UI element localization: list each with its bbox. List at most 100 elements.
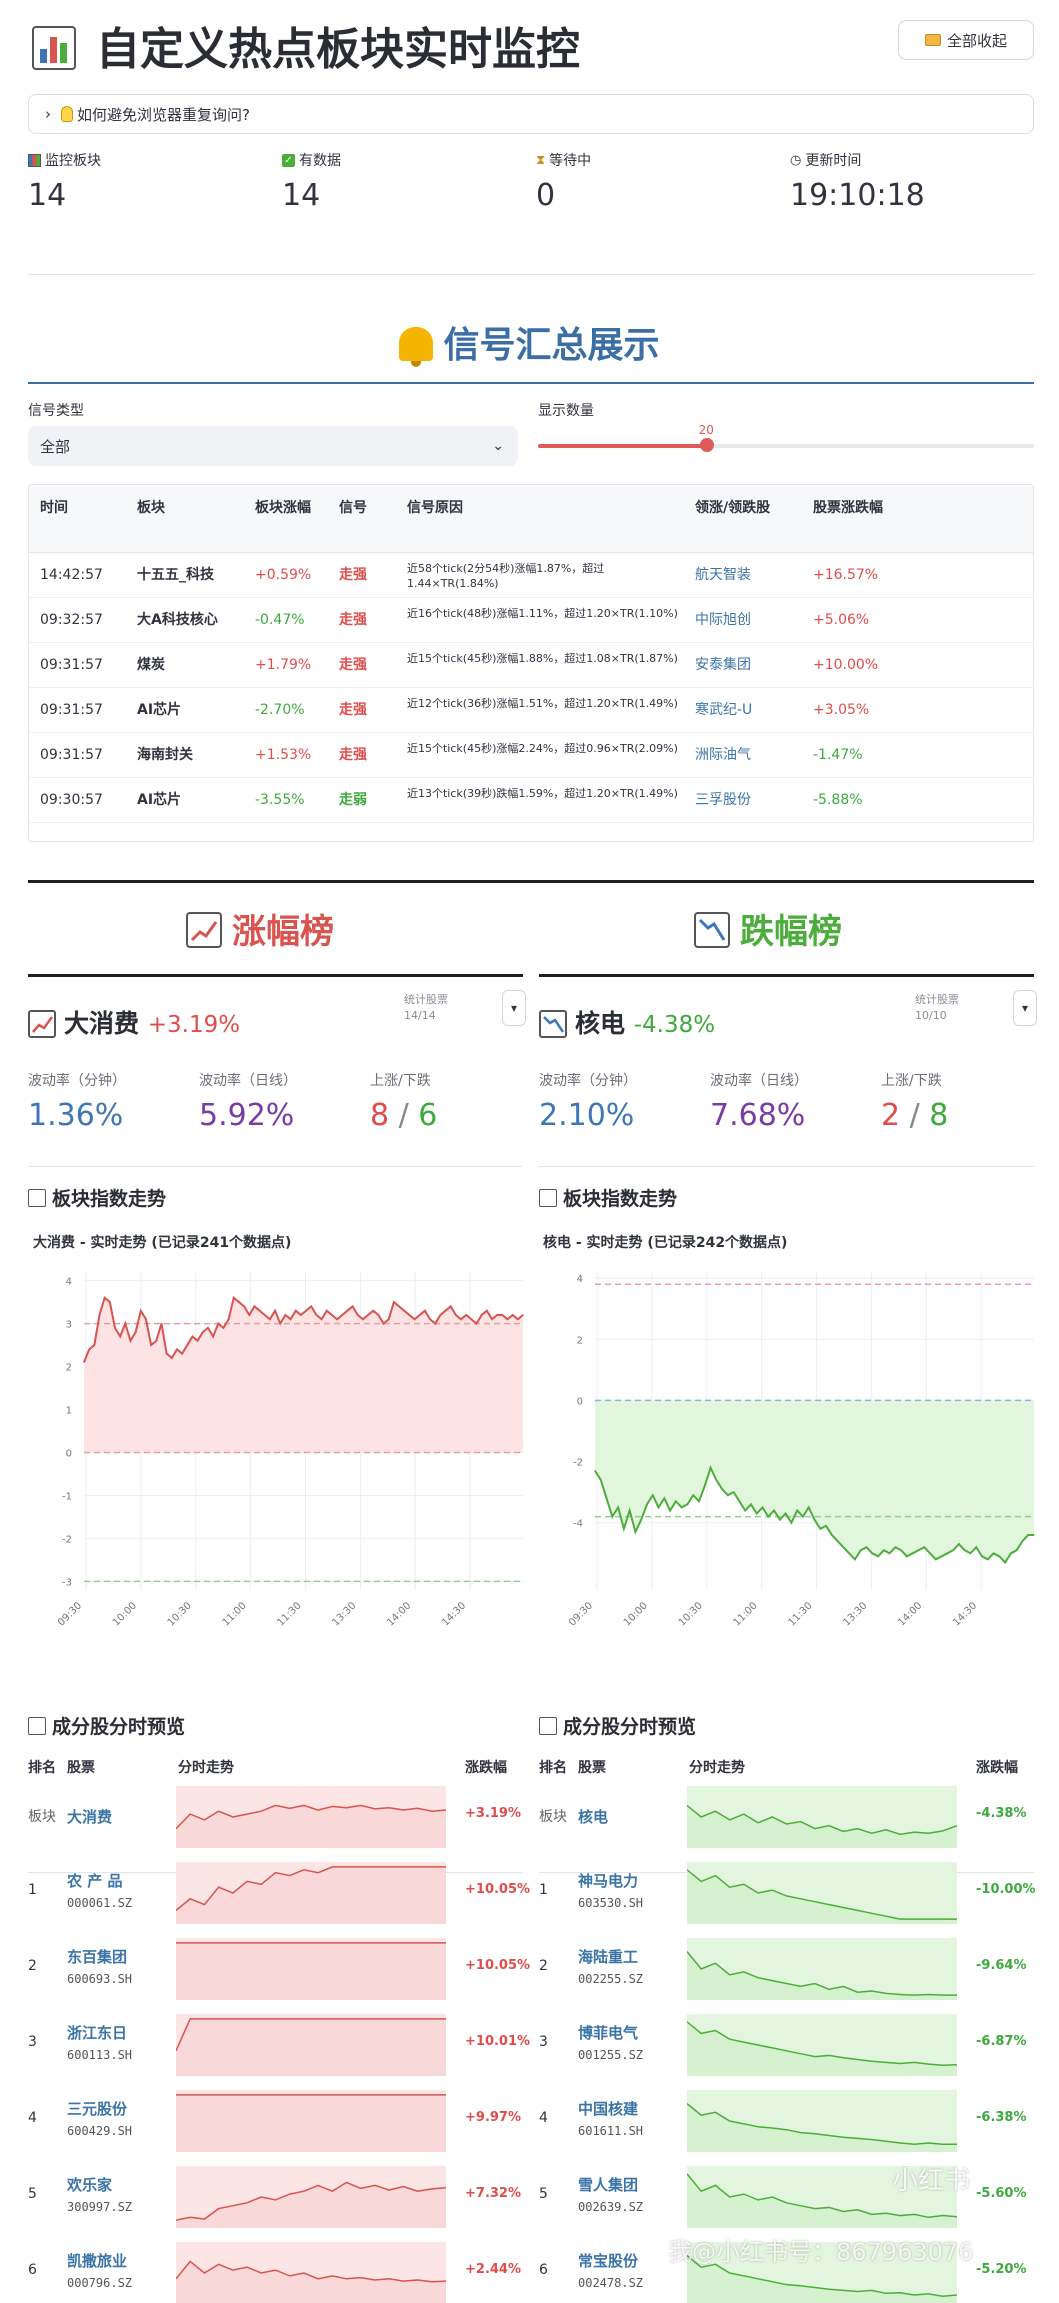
metrics-row: 监控板块 14 ✓ 有数据 14 ⧗ 等待中 0 ◷ 更新时间 19:10:18 bbox=[28, 150, 1034, 230]
loser-line-chart[interactable]: 09:30 10:00 10:30 11:00 11:30 13:30 14:00 14:30… bbox=[539, 1260, 1039, 1650]
data-point bbox=[900, 1549, 902, 1551]
sparkline-fill bbox=[176, 1942, 446, 2000]
cell-stock[interactable]: 寒武纪-U bbox=[695, 702, 753, 718]
vol-min-label: 波动率（分钟） bbox=[28, 1073, 126, 1089]
col-stock[interactable]: 领涨/领跌股 bbox=[695, 500, 771, 516]
stock-name[interactable]: 常宝股份 bbox=[578, 2252, 639, 2270]
col-board-pct[interactable]: 板块涨幅 bbox=[255, 500, 311, 516]
sparkline-fill bbox=[687, 1869, 957, 1924]
chevron-right-icon: › bbox=[45, 105, 51, 123]
list-item[interactable]: 1 农 产 品 000061.SZ +10.05% bbox=[28, 1856, 530, 1932]
table-row[interactable]: 14:42:57 十五五_科技 +0.59% 走强 近58个tick(2分54秒)涨幅1… bbox=[29, 553, 1033, 598]
list-item[interactable]: 6 常宝股份 002478.SZ -5.20% bbox=[539, 2236, 1034, 2303]
stock-name[interactable]: 雪人集团 bbox=[578, 2176, 639, 2194]
cell-signal: 走强 bbox=[339, 657, 367, 673]
comp-col-rank: 排名 bbox=[28, 1760, 56, 1776]
bar-chart-icon bbox=[28, 1189, 46, 1207]
list-item[interactable]: 5 雪人集团 002639.SZ -5.60% bbox=[539, 2160, 1034, 2236]
board-summary-row[interactable]: 板块 大消费 +3.19% bbox=[28, 1780, 523, 1856]
list-item[interactable]: 4 中国核建 601611.SH -6.38% bbox=[539, 2084, 1034, 2160]
data-point bbox=[439, 1314, 441, 1316]
sparkline bbox=[176, 1862, 446, 1924]
list-item[interactable]: 6 凯撒旅业 000796.SZ +2.44% bbox=[28, 2236, 523, 2303]
slider-thumb[interactable] bbox=[699, 438, 714, 452]
updown-value: 2 / 8 bbox=[881, 1098, 949, 1133]
x-tick-label: 13:30 bbox=[330, 1600, 358, 1628]
data-point bbox=[197, 1340, 199, 1342]
sparkline-line bbox=[687, 2173, 957, 2219]
rank: 6 bbox=[539, 2262, 548, 2278]
count-slider[interactable] bbox=[538, 438, 1034, 452]
stock-name[interactable]: 博菲电气 bbox=[578, 2024, 639, 2042]
stock-name[interactable]: 东百集团 bbox=[67, 1948, 128, 1966]
data-point bbox=[501, 1314, 503, 1316]
data-point bbox=[663, 1497, 665, 1499]
table-row[interactable]: 09:31:57 煤炭 +1.79% 走强 近15个tick(45秒)涨幅1.88%，超… bbox=[29, 643, 1033, 688]
list-item[interactable]: 3 博菲电气 001255.SZ -6.87% bbox=[539, 2008, 1034, 2084]
sparkline-line bbox=[687, 1869, 957, 1920]
table-row[interactable]: 09:31:57 海南封关 +1.53% 走强 近15个tick(45秒)涨幅2.24%… bbox=[29, 733, 1033, 778]
list-item[interactable]: 2 东百集团 600693.SH +10.05% bbox=[28, 1932, 530, 2008]
gainer-dropdown-button[interactable]: ▾ bbox=[502, 990, 526, 1026]
col-reason[interactable]: 信号原因 bbox=[407, 500, 463, 516]
data-point bbox=[681, 1506, 683, 1509]
rank: 3 bbox=[539, 2034, 548, 2050]
trend-title-text: 板块指数走势 bbox=[563, 1188, 678, 1210]
stock-name[interactable]: 农 产 品 bbox=[67, 1872, 123, 1890]
data-point bbox=[998, 1555, 1000, 1557]
list-item[interactable]: 2 海陆重工 002255.SZ -9.64% bbox=[539, 1932, 1034, 2008]
sparkline-line bbox=[176, 1804, 446, 1830]
gainer-line-chart[interactable]: 09:30 10:00 10:30 11:00 11:30 13:30 14:00 14:30… bbox=[28, 1260, 528, 1650]
cell-stock[interactable]: 三孚股份 bbox=[695, 792, 751, 808]
col-signal[interactable]: 信号 bbox=[339, 500, 367, 516]
stock-name[interactable]: 大消费 bbox=[67, 1808, 113, 1826]
divider-thick bbox=[28, 880, 1034, 883]
data-point bbox=[362, 1318, 364, 1320]
divider bbox=[539, 1166, 1034, 1167]
data-point bbox=[640, 1519, 642, 1521]
loser-dropdown-button[interactable]: ▾ bbox=[1013, 990, 1037, 1026]
table-row[interactable]: 09:32:57 大A科技核心 -0.47% 走强 近16个tick(48秒)涨幅1.1… bbox=[29, 598, 1033, 643]
stock-name[interactable]: 海陆重工 bbox=[578, 1948, 639, 1966]
pct-change: +3.19% bbox=[465, 1806, 521, 1821]
rank: 4 bbox=[539, 2110, 548, 2126]
table-row[interactable]: 09:30:57 AI芯片 -3.55% 走弱 近13个tick(39秒)跌幅1.59%… bbox=[29, 778, 1033, 823]
metric-value: 0 bbox=[536, 178, 556, 213]
x-tick-label: 09:30 bbox=[567, 1600, 595, 1628]
stock-name[interactable]: 浙江东日 bbox=[67, 2024, 128, 2042]
list-item[interactable]: 5 欢乐家 300997.SZ +7.32% bbox=[28, 2160, 523, 2236]
collapse-all-button[interactable]: 全部收起 bbox=[898, 20, 1034, 60]
col-stock-pct[interactable]: 股票涨跌幅 bbox=[813, 500, 883, 516]
data-point bbox=[289, 1318, 292, 1320]
vol-day-label: 波动率（日线） bbox=[710, 1073, 808, 1089]
list-item[interactable]: 3 浙江东日 600113.SH +10.01% bbox=[28, 2008, 530, 2084]
data-point bbox=[207, 1327, 209, 1329]
cell-stock[interactable]: 航天智装 bbox=[695, 567, 751, 583]
stock-name[interactable]: 三元股份 bbox=[67, 2100, 128, 2118]
x-tick-label: 11:00 bbox=[732, 1600, 760, 1628]
data-point bbox=[295, 1310, 297, 1312]
stock-name[interactable]: 核电 bbox=[578, 1808, 609, 1826]
col-board[interactable]: 板块 bbox=[137, 500, 165, 516]
data-point bbox=[506, 1318, 509, 1320]
col-time[interactable]: 时间 bbox=[40, 500, 68, 516]
sparkline bbox=[176, 1938, 446, 2000]
data-point bbox=[372, 1310, 374, 1312]
stock-name[interactable]: 神马电力 bbox=[578, 1872, 639, 1890]
stock-name[interactable]: 凯撒旅业 bbox=[67, 2252, 128, 2270]
signal-type-select[interactable]: 全部 ⌄ bbox=[28, 426, 518, 466]
data-point bbox=[475, 1322, 478, 1325]
loser-stat: 统计股票 10/10 bbox=[915, 992, 959, 1024]
cell-stock[interactable]: 洲际油气 bbox=[695, 747, 751, 763]
table-row[interactable]: 09:31:57 AI芯片 -2.70% 走强 近12个tick(36秒)涨幅1.51%… bbox=[29, 688, 1033, 733]
data-point bbox=[284, 1314, 287, 1316]
list-item[interactable]: 4 三元股份 600429.SH +9.97% bbox=[28, 2084, 523, 2160]
stock-name[interactable]: 欢乐家 bbox=[67, 2176, 113, 2194]
cell-stock[interactable]: 中际旭创 bbox=[695, 612, 751, 628]
list-item[interactable]: 1 神马电力 603530.SH -10.00% bbox=[539, 1856, 1036, 1932]
board-summary-row[interactable]: 板块 核电 -4.38% bbox=[539, 1780, 1034, 1856]
x-tick-label: 14:30 bbox=[440, 1600, 468, 1628]
stock-name[interactable]: 中国核建 bbox=[578, 2100, 639, 2118]
browser-tip-expander[interactable]: › 如何避免浏览器重复询问? bbox=[28, 94, 1034, 134]
cell-stock[interactable]: 安泰集团 bbox=[695, 657, 751, 673]
